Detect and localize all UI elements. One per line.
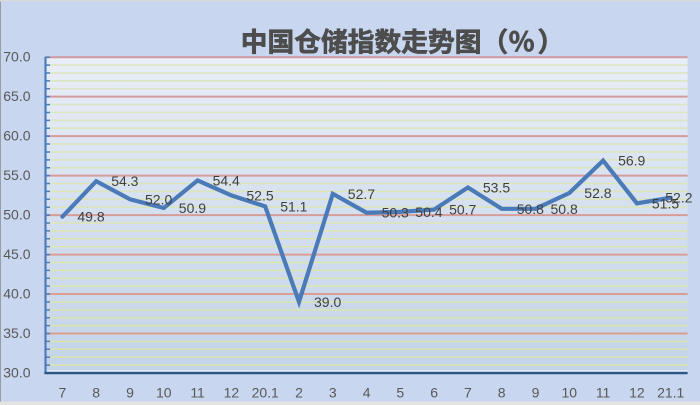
svg-text:2: 2 — [295, 385, 303, 401]
svg-text:7: 7 — [464, 385, 472, 401]
svg-text:39.0: 39.0 — [314, 294, 341, 310]
svg-text:12: 12 — [629, 385, 645, 401]
svg-text:9: 9 — [126, 385, 134, 401]
svg-text:5: 5 — [396, 385, 404, 401]
svg-text:51.1: 51.1 — [280, 198, 307, 214]
svg-text:11: 11 — [190, 385, 205, 401]
svg-text:10: 10 — [156, 385, 172, 401]
svg-text:40.0: 40.0 — [3, 286, 30, 302]
svg-text:50.3: 50.3 — [382, 205, 409, 221]
svg-text:51.5: 51.5 — [652, 195, 679, 211]
svg-text:35.0: 35.0 — [3, 325, 30, 341]
svg-text:53.5: 53.5 — [483, 180, 510, 196]
svg-text:6: 6 — [430, 385, 438, 401]
svg-text:11: 11 — [596, 385, 611, 401]
svg-text:50.4: 50.4 — [415, 204, 442, 220]
svg-text:9: 9 — [532, 385, 540, 401]
svg-text:4: 4 — [363, 385, 371, 401]
svg-text:54.3: 54.3 — [111, 173, 138, 189]
svg-text:3: 3 — [329, 385, 337, 401]
svg-text:54.4: 54.4 — [213, 172, 240, 188]
svg-text:49.8: 49.8 — [77, 209, 104, 225]
svg-text:52.0: 52.0 — [145, 191, 172, 207]
svg-text:8: 8 — [92, 385, 100, 401]
svg-text:20.1: 20.1 — [252, 385, 279, 401]
svg-text:52.5: 52.5 — [246, 187, 273, 203]
svg-text:70.0: 70.0 — [3, 49, 30, 65]
svg-text:52.2: 52.2 — [665, 190, 692, 206]
svg-text:10: 10 — [562, 385, 578, 401]
svg-text:8: 8 — [498, 385, 506, 401]
svg-text:56.9: 56.9 — [618, 153, 645, 169]
svg-text:60.0: 60.0 — [3, 128, 30, 144]
svg-text:55.0: 55.0 — [3, 167, 30, 183]
svg-text:7: 7 — [59, 385, 67, 401]
svg-text:30.0: 30.0 — [3, 365, 30, 381]
svg-text:65.0: 65.0 — [3, 88, 30, 104]
svg-text:21.1: 21.1 — [657, 385, 684, 401]
svg-text:50.8: 50.8 — [517, 201, 544, 217]
svg-text:52.8: 52.8 — [584, 185, 611, 201]
svg-text:12: 12 — [224, 385, 240, 401]
svg-text:50.0: 50.0 — [3, 207, 30, 223]
svg-text:50.8: 50.8 — [551, 201, 578, 217]
svg-text:50.9: 50.9 — [179, 200, 206, 216]
svg-text:50.7: 50.7 — [449, 202, 476, 218]
svg-text:52.7: 52.7 — [348, 186, 375, 202]
svg-text:45.0: 45.0 — [3, 246, 30, 262]
